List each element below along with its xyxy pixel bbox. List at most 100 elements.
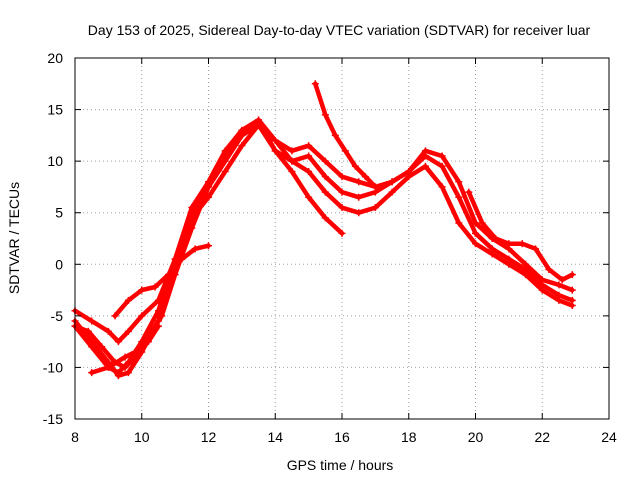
x-tick-label: 20 [468, 429, 484, 445]
chart-title: Day 153 of 2025, Sidereal Day-to-day VTE… [88, 22, 591, 38]
y-tick-label: 20 [47, 50, 63, 66]
x-tick-label: 16 [334, 429, 350, 445]
series-sat-c [71, 116, 576, 346]
data-point [121, 363, 129, 371]
series-sat-e [111, 242, 212, 320]
data-point [338, 173, 346, 181]
data-point [455, 193, 463, 201]
y-tick-label: 0 [55, 256, 63, 272]
data-point [522, 260, 530, 268]
data-point [321, 173, 329, 181]
data-point [271, 137, 279, 145]
data-point [568, 271, 576, 279]
data-point [558, 276, 566, 284]
data-point [191, 245, 199, 253]
data-point [305, 167, 313, 175]
x-tick-label: 10 [134, 429, 150, 445]
data-point [438, 183, 446, 191]
data-point [331, 131, 339, 139]
series-sat-g [311, 80, 379, 191]
data-point [472, 219, 479, 227]
data-point [478, 219, 486, 227]
data-point [455, 219, 463, 227]
data-point [305, 193, 313, 201]
series-line [72, 117, 575, 344]
data-point [351, 162, 359, 170]
data-point [538, 276, 546, 284]
series-group [71, 80, 576, 380]
data-point [178, 255, 186, 263]
data-point [421, 162, 429, 170]
data-point [121, 353, 129, 361]
data-point [124, 369, 132, 377]
data-point [138, 286, 146, 294]
data-point [188, 204, 196, 212]
data-point [158, 312, 166, 320]
data-point [205, 183, 212, 191]
x-tick-label: 8 [71, 429, 79, 445]
data-point [98, 343, 106, 351]
data-point [465, 188, 473, 196]
y-tick-label: -15 [43, 411, 63, 427]
data-point [205, 242, 212, 250]
data-point [321, 111, 329, 119]
data-point [568, 286, 576, 294]
data-point [355, 193, 363, 201]
data-point [255, 121, 263, 129]
data-point [505, 240, 513, 248]
data-point [455, 178, 463, 186]
y-axis-label: SDTVAR / TECUs [6, 182, 22, 294]
data-point [505, 255, 513, 263]
data-point [164, 271, 172, 279]
data-point [131, 348, 139, 356]
data-point [238, 142, 246, 150]
data-point [124, 296, 132, 304]
grid [75, 58, 609, 419]
data-point [124, 327, 132, 335]
data-point [492, 235, 500, 242]
data-point [532, 245, 540, 253]
data-point [338, 188, 346, 196]
data-point [438, 152, 446, 160]
series-line [112, 243, 211, 319]
data-point [338, 204, 346, 212]
data-point [568, 296, 576, 304]
series-line [89, 323, 161, 375]
data-point [238, 131, 246, 139]
x-tick-label: 14 [267, 429, 283, 445]
data-point [321, 157, 329, 165]
data-point [405, 167, 413, 175]
data-point [321, 214, 329, 222]
data-point [188, 224, 196, 232]
series-sat-h [465, 188, 576, 284]
x-tick-label: 12 [201, 429, 217, 445]
data-point [171, 271, 179, 279]
data-point [104, 363, 112, 371]
data-point [311, 80, 319, 88]
data-point [144, 338, 152, 346]
data-point [288, 167, 296, 175]
y-tick-label: 5 [55, 205, 63, 221]
data-point [438, 162, 446, 170]
data-point [472, 229, 479, 237]
data-point [305, 152, 313, 160]
data-point [361, 173, 369, 181]
data-point [138, 312, 146, 320]
data-point [305, 142, 313, 150]
data-point [88, 343, 96, 351]
data-point [371, 204, 379, 212]
data-point [154, 307, 162, 315]
data-point [151, 283, 159, 291]
data-point [271, 147, 279, 155]
data-point [355, 178, 363, 186]
series-line [72, 119, 575, 375]
data-point [114, 369, 122, 377]
axis-ticks: 8 10 12 14 16 18 20 22 24 -15 -10 -5 0 5 10 15 20 [43, 50, 617, 445]
data-point [472, 240, 479, 248]
x-tick-label: 22 [534, 429, 550, 445]
x-axis-label: GPS time / hours [287, 457, 394, 473]
y-tick-label: 10 [47, 153, 63, 169]
data-point [114, 338, 122, 346]
data-point [154, 322, 162, 330]
data-point [321, 188, 329, 196]
